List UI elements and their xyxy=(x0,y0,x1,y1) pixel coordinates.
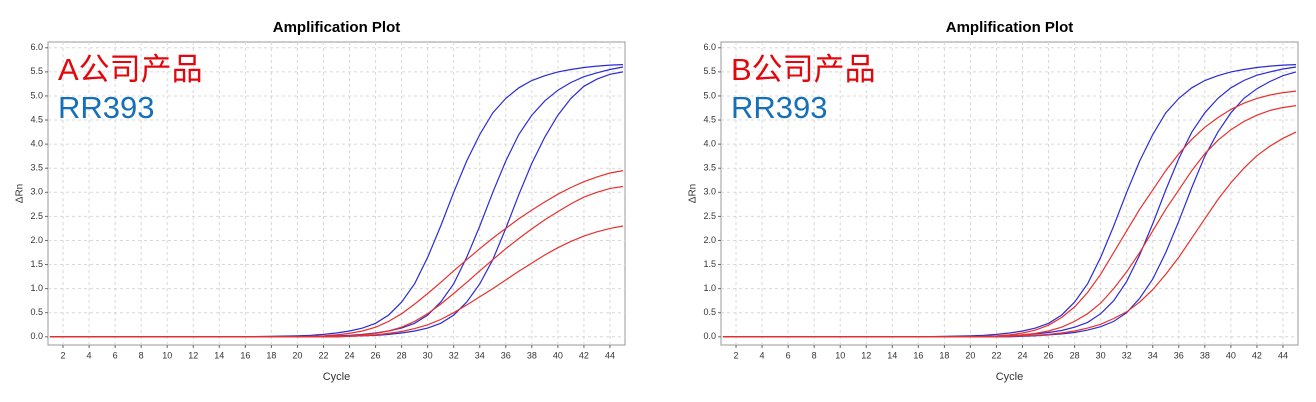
x-tick-label: 24 xyxy=(1018,350,1028,360)
y-tick-label: 5.5 xyxy=(30,66,43,76)
y-tick-label: 6.0 xyxy=(703,42,716,52)
x-tick-label: 2 xyxy=(61,350,66,360)
annotation: B公司产品 xyxy=(731,52,876,87)
x-tick-label: 34 xyxy=(475,350,485,360)
y-tick-label: 1.0 xyxy=(30,283,43,293)
y-tick-label: 4.0 xyxy=(30,138,43,148)
x-tick-label: 44 xyxy=(605,350,615,360)
y-tick-label: 5.0 xyxy=(30,90,43,100)
x-tick-label: 18 xyxy=(939,350,949,360)
x-tick-label: 30 xyxy=(1096,350,1106,360)
x-tick-label: 26 xyxy=(371,350,381,360)
x-tick-label: 8 xyxy=(812,350,817,360)
x-tick-label: 10 xyxy=(162,350,172,360)
y-tick-label: 2.0 xyxy=(703,235,716,245)
x-tick-label: 16 xyxy=(913,350,923,360)
x-tick-label: 22 xyxy=(318,350,328,360)
x-tick-label: 20 xyxy=(965,350,975,360)
y-tick-label: 0.5 xyxy=(30,307,43,317)
y-tick-label: 0.5 xyxy=(703,307,716,317)
x-tick-label: 28 xyxy=(397,350,407,360)
y-tick-label: 0.0 xyxy=(703,331,716,341)
annotation: RR393 xyxy=(58,90,155,125)
amplification-curve xyxy=(50,64,624,338)
plot-area xyxy=(47,41,626,346)
y-tick-label: 3.0 xyxy=(703,187,716,197)
chart-title: Amplification Plot xyxy=(946,19,1074,36)
y-tick-label: 1.5 xyxy=(703,259,716,269)
x-tick-label: 20 xyxy=(292,350,302,360)
y-tick-label: 2.5 xyxy=(30,211,43,221)
x-tick-label: 40 xyxy=(553,350,563,360)
x-tick-label: 28 xyxy=(1070,350,1080,360)
x-tick-label: 14 xyxy=(214,350,224,360)
y-tick-label: 5.5 xyxy=(703,66,716,76)
x-tick-label: 22 xyxy=(991,350,1001,360)
x-tick-label: 12 xyxy=(861,350,871,360)
y-tick-label: 4.5 xyxy=(30,114,43,124)
x-tick-label: 4 xyxy=(760,350,765,360)
amplification-curve xyxy=(723,131,1297,338)
x-tick-label: 42 xyxy=(579,350,589,360)
x-tick-label: 32 xyxy=(449,350,459,360)
x-tick-label: 16 xyxy=(240,350,250,360)
x-axis-label: Cycle xyxy=(323,371,351,383)
x-tick-label: 40 xyxy=(1226,350,1236,360)
y-tick-label: 3.5 xyxy=(30,163,43,173)
x-tick-label: 6 xyxy=(113,350,118,360)
x-tick-label: 2 xyxy=(734,350,739,360)
x-tick-label: 18 xyxy=(266,350,276,360)
y-axis-label: ΔRn xyxy=(688,184,699,203)
x-tick-label: 10 xyxy=(835,350,845,360)
x-tick-label: 26 xyxy=(1044,350,1054,360)
x-tick-label: 4 xyxy=(87,350,92,360)
x-tick-label: 32 xyxy=(1122,350,1132,360)
y-tick-label: 1.5 xyxy=(30,259,43,269)
x-tick-label: 36 xyxy=(501,350,511,360)
x-axis-label: Cycle xyxy=(996,371,1024,383)
x-tick-label: 38 xyxy=(1200,350,1210,360)
y-tick-label: 5.0 xyxy=(703,90,716,100)
plot-area xyxy=(720,41,1299,346)
x-tick-label: 30 xyxy=(423,350,433,360)
x-tick-label: 44 xyxy=(1278,350,1288,360)
y-tick-label: 0.0 xyxy=(30,331,43,341)
y-tick-label: 6.0 xyxy=(30,42,43,52)
x-tick-label: 34 xyxy=(1148,350,1158,360)
y-tick-label: 2.5 xyxy=(703,211,716,221)
y-tick-label: 4.5 xyxy=(703,114,716,124)
x-tick-label: 38 xyxy=(527,350,537,360)
chart-title: Amplification Plot xyxy=(273,19,401,36)
x-tick-label: 42 xyxy=(1252,350,1262,360)
annotation: RR393 xyxy=(731,90,828,125)
x-tick-label: 24 xyxy=(345,350,355,360)
y-tick-label: 3.0 xyxy=(30,187,43,197)
y-tick-label: 2.0 xyxy=(30,235,43,245)
amplification-curve xyxy=(50,225,624,338)
x-tick-label: 36 xyxy=(1174,350,1184,360)
annotation: A公司产品 xyxy=(58,52,203,87)
amplification-curve xyxy=(723,64,1297,338)
y-tick-label: 4.0 xyxy=(703,138,716,148)
x-tick-label: 12 xyxy=(188,350,198,360)
x-tick-label: 8 xyxy=(139,350,144,360)
x-tick-label: 6 xyxy=(786,350,791,360)
x-tick-label: 14 xyxy=(887,350,897,360)
y-tick-label: 1.0 xyxy=(703,283,716,293)
y-tick-label: 3.5 xyxy=(703,163,716,173)
y-axis-label: ΔRn xyxy=(15,184,26,203)
